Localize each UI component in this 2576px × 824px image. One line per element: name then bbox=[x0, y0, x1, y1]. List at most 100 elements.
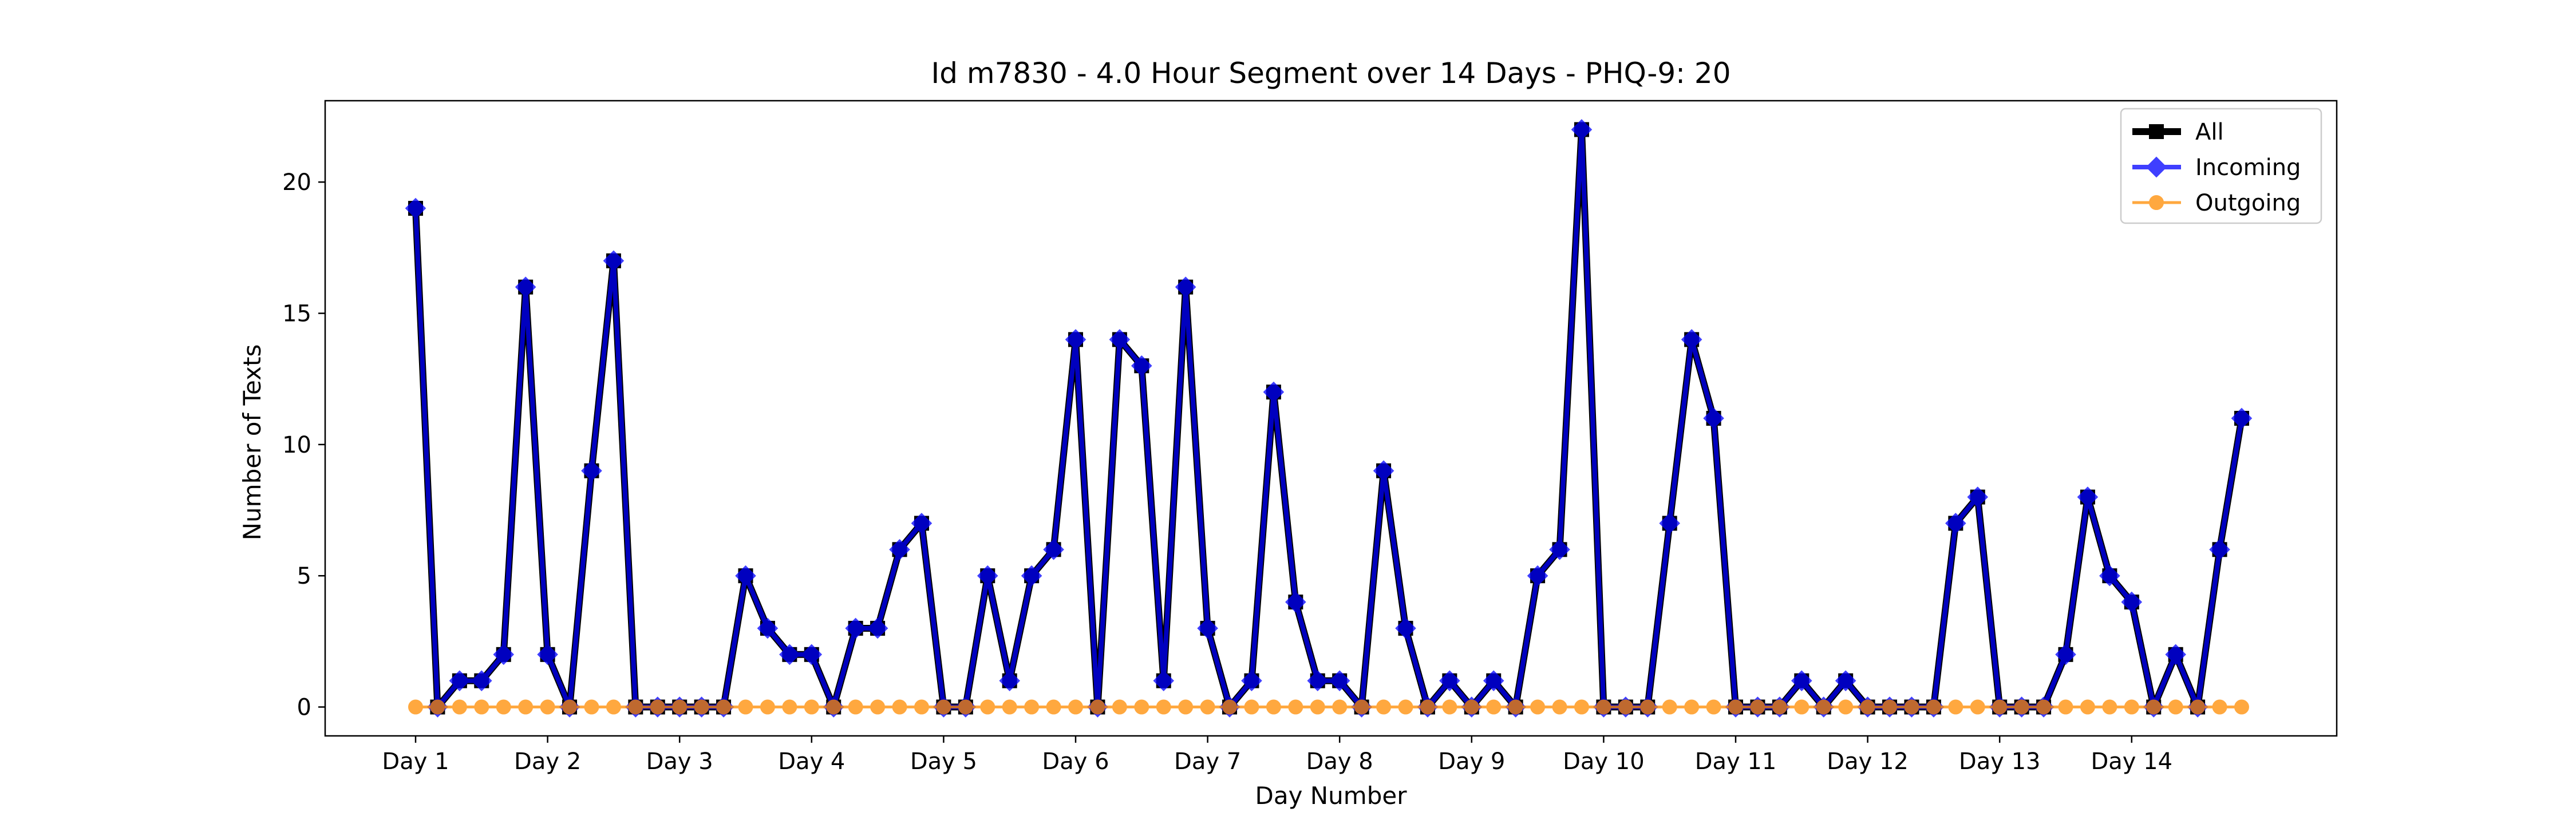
data-point-incoming bbox=[449, 670, 471, 691]
y-axis: 0 5 10 15 20 bbox=[282, 169, 325, 721]
series-line-all bbox=[412, 126, 2245, 711]
data-point-incoming bbox=[1373, 460, 1394, 482]
data-point-outgoing bbox=[980, 699, 995, 715]
x-tick-label: Day 2 bbox=[514, 748, 581, 775]
data-point-incoming bbox=[1945, 513, 1966, 534]
data-point-incoming bbox=[1153, 670, 1175, 691]
data-point-outgoing bbox=[1486, 699, 1502, 715]
legend-swatch-marker-all bbox=[2149, 124, 2164, 139]
data-point-outgoing bbox=[1398, 699, 1413, 715]
data-point-outgoing bbox=[1882, 699, 1898, 715]
data-point-incoming bbox=[735, 565, 756, 587]
data-point-outgoing bbox=[496, 699, 511, 715]
data-point-outgoing bbox=[1992, 699, 2008, 715]
data-point-outgoing bbox=[1310, 699, 1325, 715]
data-point-outgoing bbox=[1596, 699, 1611, 715]
legend-swatch-marker-incoming bbox=[2146, 156, 2167, 178]
data-point-outgoing bbox=[1860, 699, 1875, 715]
data-point-outgoing bbox=[1420, 699, 1435, 715]
data-point-incoming bbox=[1439, 670, 1460, 691]
legend-swatch-marker-outgoing bbox=[2149, 195, 2164, 210]
data-point-incoming bbox=[1329, 670, 1350, 691]
data-point-outgoing bbox=[2058, 699, 2073, 715]
chart-title: Id m7830 - 4.0 Hour Segment over 14 Days… bbox=[931, 57, 1730, 90]
data-point-incoming bbox=[2055, 644, 2076, 665]
data-point-outgoing bbox=[628, 699, 643, 715]
data-point-outgoing bbox=[2080, 699, 2095, 715]
y-tick-label: 15 bbox=[282, 301, 311, 327]
data-point-outgoing bbox=[1640, 699, 1656, 715]
data-point-incoming bbox=[845, 617, 866, 639]
data-point-incoming bbox=[1703, 407, 1724, 429]
data-point-outgoing bbox=[2124, 699, 2139, 715]
x-tick-label: Day 9 bbox=[1438, 748, 1505, 775]
legend-entry-outgoing bbox=[2132, 195, 2181, 210]
legend-entry-all bbox=[2132, 124, 2181, 139]
data-point-outgoing bbox=[474, 699, 489, 715]
data-point-outgoing bbox=[1772, 699, 1787, 715]
data-point-incoming bbox=[2165, 644, 2186, 665]
data-point-outgoing bbox=[540, 699, 555, 715]
data-point-outgoing bbox=[1442, 699, 1457, 715]
data-point-incoming bbox=[911, 513, 933, 534]
data-point-outgoing bbox=[958, 699, 973, 715]
legend-label-all: All bbox=[2195, 119, 2224, 145]
data-point-incoming bbox=[1241, 670, 1262, 691]
data-point-incoming bbox=[1065, 329, 1086, 350]
x-tick-label: Day 3 bbox=[646, 748, 713, 775]
data-point-outgoing bbox=[760, 699, 775, 715]
data-point-incoming bbox=[537, 644, 558, 665]
data-point-outgoing bbox=[2036, 699, 2052, 715]
y-tick-label: 5 bbox=[297, 563, 311, 589]
data-point-incoming bbox=[1131, 355, 1152, 377]
x-tick-label: Day 14 bbox=[2091, 748, 2172, 775]
data-point-outgoing bbox=[2212, 699, 2227, 715]
data-point-outgoing bbox=[1684, 699, 1700, 715]
data-point-incoming bbox=[2121, 591, 2143, 613]
data-point-outgoing bbox=[2146, 699, 2162, 715]
data-point-incoming bbox=[1571, 119, 1593, 140]
data-point-outgoing bbox=[1222, 699, 1238, 715]
data-point-incoming bbox=[1527, 565, 1548, 587]
series-all bbox=[408, 122, 2249, 715]
data-point-outgoing bbox=[2168, 699, 2183, 715]
x-tick-label: Day 8 bbox=[1306, 748, 1373, 775]
data-point-incoming bbox=[1109, 329, 1131, 350]
data-point-incoming bbox=[889, 539, 910, 560]
data-point-outgoing bbox=[2190, 699, 2206, 715]
data-point-outgoing bbox=[452, 699, 467, 715]
data-point-incoming bbox=[1285, 591, 1306, 613]
data-point-outgoing bbox=[914, 699, 929, 715]
data-point-outgoing bbox=[1046, 699, 1061, 715]
x-tick-label: Day 7 bbox=[1174, 748, 1241, 775]
x-tick-label: Day 6 bbox=[1042, 748, 1109, 775]
data-point-outgoing bbox=[1750, 699, 1765, 715]
plot-frame bbox=[324, 100, 2338, 737]
data-point-outgoing bbox=[2234, 699, 2249, 715]
data-point-outgoing bbox=[1002, 699, 1017, 715]
data-point-outgoing bbox=[1376, 699, 1392, 715]
data-point-incoming bbox=[779, 644, 800, 665]
data-point-incoming bbox=[603, 250, 625, 272]
data-point-outgoing bbox=[738, 699, 753, 715]
data-point-outgoing bbox=[1530, 699, 1546, 715]
data-point-incoming bbox=[1395, 617, 1416, 639]
data-point-outgoing bbox=[782, 699, 797, 715]
data-point-outgoing bbox=[1838, 699, 1854, 715]
data-point-outgoing bbox=[1662, 699, 1677, 715]
data-point-outgoing bbox=[1970, 699, 1985, 715]
data-point-outgoing bbox=[2014, 699, 2029, 715]
data-point-outgoing bbox=[694, 699, 709, 715]
data-point-outgoing bbox=[1288, 699, 1303, 715]
data-point-outgoing bbox=[1354, 699, 1369, 715]
x-tick-label: Day 13 bbox=[1959, 748, 2041, 775]
data-point-incoming bbox=[1175, 276, 1196, 298]
data-point-incoming bbox=[471, 670, 492, 691]
data-point-outgoing bbox=[804, 699, 819, 715]
legend-label-incoming: Incoming bbox=[2195, 154, 2301, 181]
data-point-outgoing bbox=[1266, 699, 1281, 715]
data-point-incoming bbox=[977, 565, 998, 587]
data-point-outgoing bbox=[1926, 699, 1941, 715]
data-point-outgoing bbox=[892, 699, 907, 715]
